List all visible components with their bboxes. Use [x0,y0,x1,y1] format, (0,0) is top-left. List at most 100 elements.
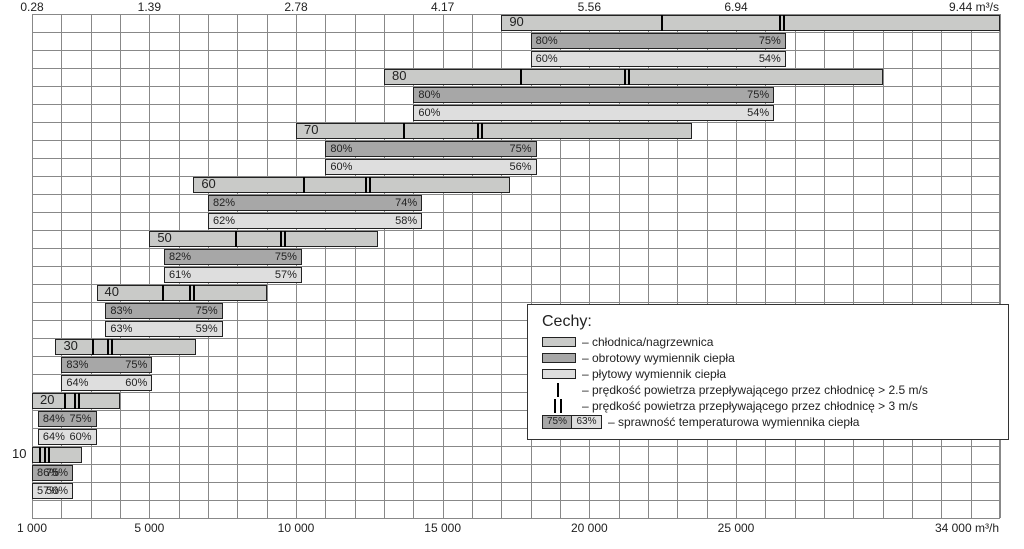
legend-title: Cechy: [542,313,994,331]
tick-single [661,15,663,31]
bar-pct-left: 64% [62,377,92,389]
bar-pct-right: 54% [743,107,773,119]
bar-pct-right: 75% [743,89,773,101]
series-label: 90 [505,14,527,29]
bar-pct-left: 82% [165,251,195,263]
series-label: 30 [59,338,81,353]
tick-single [520,69,522,85]
chart-bar [32,447,82,463]
axis-top-tick: 4.17 [431,0,454,14]
legend-tick-double [542,399,576,413]
chart-bar: 63%59% [105,321,222,337]
tick-double [477,123,479,139]
chart-area: 0.281.392.784.175.566.949.44 m³/s1 0005 … [0,0,1024,549]
plot-area: 0.281.392.784.175.566.949.44 m³/s1 0005 … [32,14,1000,519]
axis-top-tick: 1.39 [138,0,161,14]
tick-double [111,339,113,355]
legend-text: – sprawność temperaturowa wymiennika cie… [608,415,859,429]
legend-text: – prędkość powietrza przepływającego prz… [582,383,928,397]
bar-pct-right: 75% [755,35,785,47]
tick-single [403,123,405,139]
legend-swatch [542,337,576,347]
legend-pair: 75%63% [542,415,602,429]
axis-bottom-tick: 10 000 [278,521,315,535]
legend-swatch [542,369,576,379]
chart-bar: 86%75% [32,465,73,481]
legend-text: – płytowy wymiennik ciepła [582,367,726,381]
tick-double [44,447,46,463]
bar-pct-right: 75% [121,359,151,371]
bar-pct-right: 60% [121,377,151,389]
series-label: 10 [8,446,30,461]
bar-pct-right: 75% [192,305,222,317]
tick-single [92,339,94,355]
bar-pct-left: 60% [532,53,562,65]
legend-text: – prędkość powietrza przepływającego prz… [582,399,918,413]
chart-bar: 57%50% [32,483,73,499]
legend: Cechy: – chłodnica/nagrzewnica – obrotowy … [527,304,1009,440]
legend-row: – prędkość powietrza przepływającego prz… [542,383,994,397]
chart-bar: 61% 57% [164,267,302,283]
legend-row: – prędkość powietrza przepływającego prz… [542,399,994,413]
bar-pct-left: 60% [326,161,356,173]
tick-single [162,285,164,301]
bar-pct-right: 75% [505,143,535,155]
bar-pct-left: 80% [326,143,356,155]
tick-double [189,285,191,301]
tick-double [481,123,483,139]
axis-bottom-tick: 20 000 [571,521,608,535]
bar-pct-right: 58% [391,215,421,227]
bar-pct-right: 50% [42,485,72,497]
legend-text: – obrotowy wymiennik ciepła [582,351,735,365]
bar-pct-right: 56% [505,161,535,173]
tick-double [369,177,371,193]
tick-single [64,393,66,409]
grid-horizontal [32,482,999,483]
legend-row: 75%63% – sprawność temperaturowa wymienni… [542,415,994,429]
bar-pct-left: 83% [62,359,92,371]
bar-pct-left: 82% [209,197,239,209]
tick-double [78,393,80,409]
axis-bottom-tick: 1 000 [17,521,47,535]
series-label: 50 [153,230,175,245]
bar-pct-left: 80% [532,35,562,47]
chart-bar: 80%75% [413,87,774,103]
grid-horizontal [32,176,999,177]
grid-horizontal [32,50,999,51]
tick-double [193,285,195,301]
axis-top-tick: 0.28 [20,0,43,14]
tick-double [74,393,76,409]
chart-bar: 83%75% [105,303,222,319]
bar-pct-right: 75% [271,251,301,263]
legend-swatch [542,353,576,363]
chart-bar: 80% 75% [531,33,786,49]
bar-pct-left: 63% [106,323,136,335]
chart-bar: 80% 75% [325,141,536,157]
axis-top-tick: 5.56 [578,0,601,14]
legend-pair-cell: 63% [572,415,602,429]
axis-bottom-tick: 15 000 [424,521,461,535]
legend-row: – płytowy wymiennik ciepła [542,367,994,381]
chart-bar [501,15,1000,31]
chart-bar: 82%74% [208,195,422,211]
axis-top-unit: 9.44 m³/s [949,0,999,14]
axis-top-tick: 2.78 [284,0,307,14]
series-label: 40 [101,284,123,299]
bar-pct-left: 62% [209,215,239,227]
tick-double [284,231,286,247]
grid-horizontal [32,194,999,195]
grid-horizontal [32,212,999,213]
bar-pct-left: 61% [165,269,195,281]
legend-row: – obrotowy wymiennik ciepła [542,351,994,365]
chart-bar: 84%75% [38,411,97,427]
bar-pct-right: 54% [755,53,785,65]
bar-pct-right: 57% [271,269,301,281]
chart-bar: 62% 58% [208,213,422,229]
series-label: 80 [388,68,410,83]
tick-single [39,447,41,463]
axis-bottom-unit: 34 000 m³/h [935,521,999,535]
chart-bar [384,69,883,85]
legend-text: – chłodnica/nagrzewnica [582,335,713,349]
chart-bar: 60% 54% [531,51,786,67]
tick-double [628,69,630,85]
